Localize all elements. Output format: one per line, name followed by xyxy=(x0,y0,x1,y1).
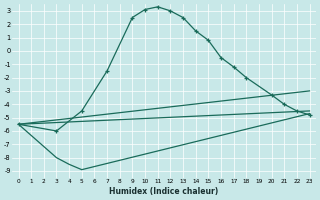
X-axis label: Humidex (Indice chaleur): Humidex (Indice chaleur) xyxy=(109,187,219,196)
